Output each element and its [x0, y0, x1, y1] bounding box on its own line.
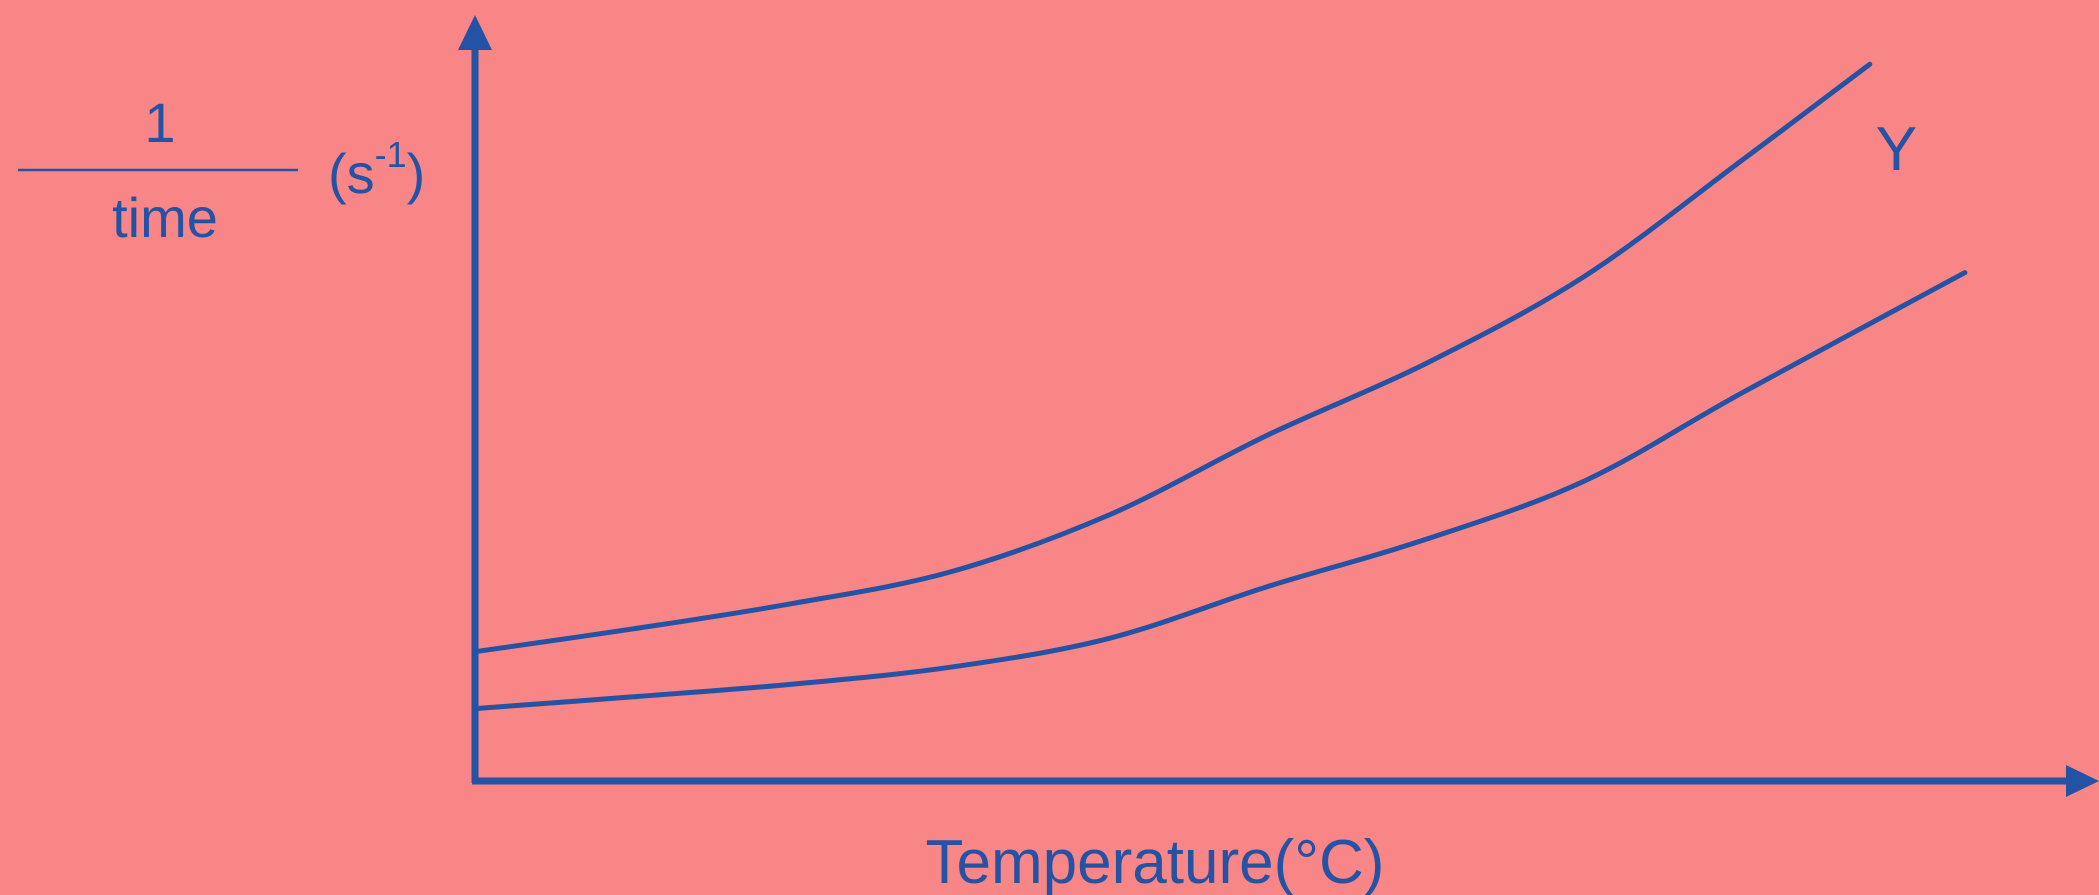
x-axis-arrow — [2066, 765, 2099, 797]
series-line-2 — [472, 270, 1968, 712]
series-line-1 — [472, 61, 1873, 655]
series-label-1: Y — [1876, 115, 1917, 184]
y-label-denominator: time — [112, 186, 218, 249]
y-label-unit-close: ) — [407, 142, 426, 205]
x-axis-label: Temperature(°C) — [926, 828, 1385, 895]
y-label-unit: (s-1) — [328, 134, 425, 205]
y-axis-label: 1 time (s-1) — [18, 91, 425, 249]
y-label-unit-base: (s — [328, 142, 375, 205]
y-label-numerator: 1 — [144, 91, 175, 154]
y-axis-arrow — [458, 15, 492, 50]
y-label-unit-exponent: -1 — [375, 134, 407, 175]
series-layer: Y — [472, 61, 1968, 712]
